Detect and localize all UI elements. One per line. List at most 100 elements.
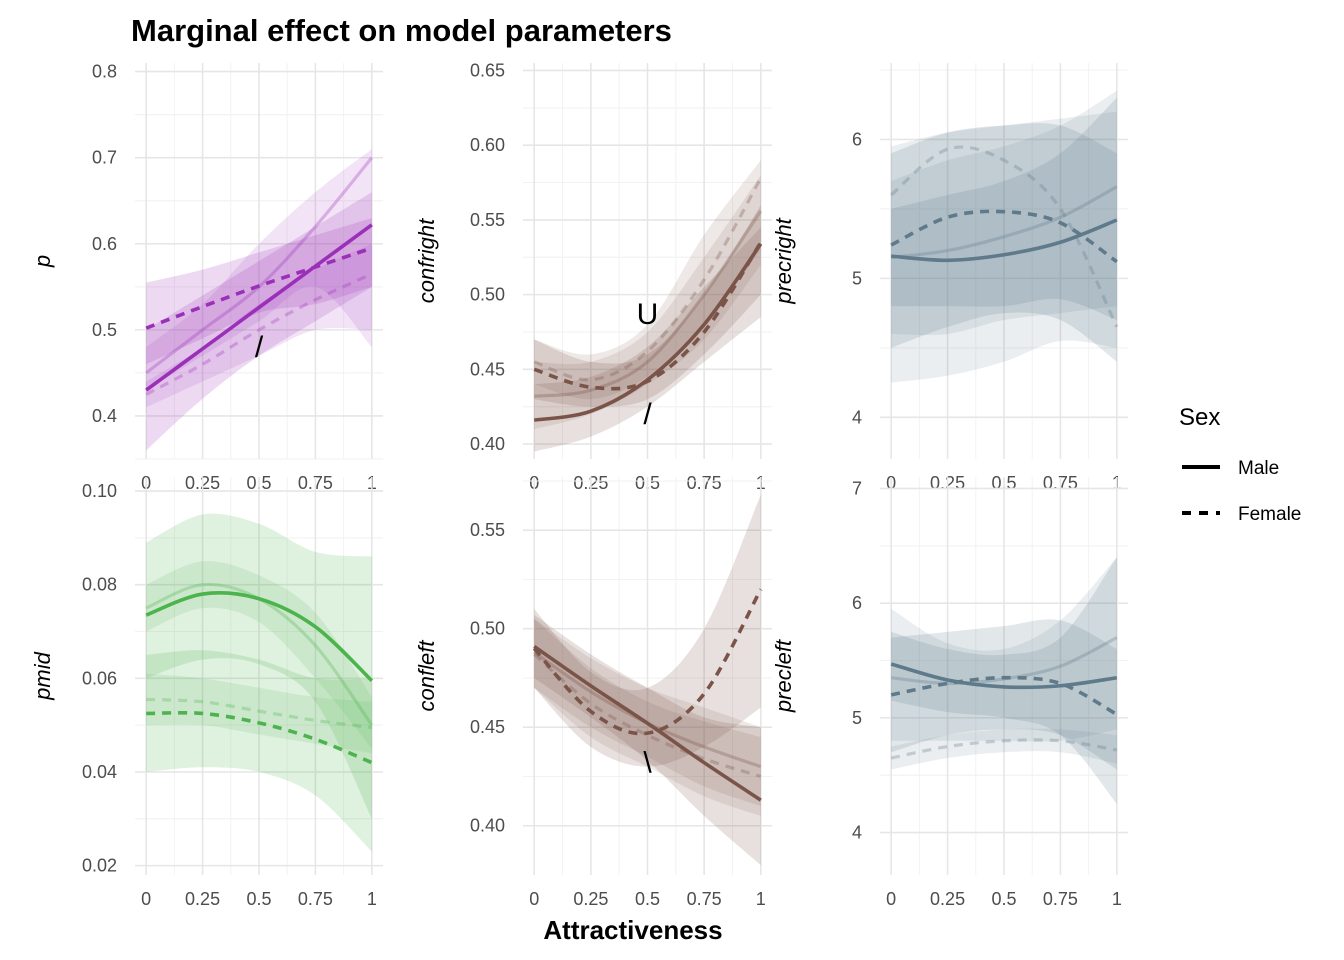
annotation-glyph: / (643, 398, 652, 431)
ribbon-female-strong (146, 650, 372, 852)
x-tick-label: 0.5 (635, 889, 660, 909)
line-female-strong (533, 241, 763, 391)
y-axis-title: confright (414, 218, 439, 303)
ribbon-male-faint (534, 618, 761, 807)
y-tick-label: 0.40 (470, 434, 505, 454)
panel-data (890, 90, 1119, 383)
y-tick-label: 4 (852, 407, 862, 427)
y-tick-label: 0.50 (470, 285, 505, 305)
line-female-faint (146, 697, 373, 730)
panel-confleft: \ 0 0.25 0.5 0.75 1 0.40 0.45 0.50 0.55 confleft (414, 477, 772, 909)
line-male-faint (890, 185, 1118, 260)
ribbon-female-faint (146, 243, 372, 408)
ribbon-male-strong (146, 513, 372, 819)
x-tick-label: 0.25 (185, 889, 220, 909)
y-tick-label: 6 (852, 593, 862, 613)
y-tick-label: 0.08 (82, 575, 117, 595)
line-female-faint (890, 145, 1119, 328)
line-male-faint (534, 210, 763, 398)
x-tick-label: 0.75 (1043, 889, 1078, 909)
line-male-strong (890, 662, 1118, 690)
line-female-strong (145, 246, 373, 330)
legend: Sex Male Female (1179, 404, 1301, 525)
legend-label-male: Male (1238, 458, 1279, 479)
y-tick-label: 0.45 (470, 359, 505, 379)
legend-label-female: Female (1238, 504, 1301, 525)
x-axis-title: Attractiveness (543, 915, 722, 945)
y-tick-label: 0.55 (470, 520, 505, 540)
x-tick-label: 0.75 (687, 889, 722, 909)
annotation-glyph: \ (643, 747, 652, 780)
line-male-strong (533, 644, 762, 802)
x-tick-label: 0.25 (930, 889, 965, 909)
line-female-faint (533, 653, 762, 779)
y-tick-label: 0.65 (470, 60, 505, 80)
ribbon-female-strong (534, 494, 761, 767)
y-tick-label: 0.7 (92, 148, 117, 168)
ribbon-female-strong (891, 123, 1117, 362)
panel-precright: 00.250.50.751456precright (771, 63, 1128, 493)
y-tick-label: 0.4 (92, 406, 117, 426)
ribbon-male-strong (534, 227, 761, 452)
panel-confright: U/00.250.50.7510.400.450.500.550.600.65c… (414, 60, 772, 493)
line-female-faint (145, 272, 373, 396)
line-female-faint (533, 177, 763, 382)
y-tick-label: 0.06 (82, 668, 117, 688)
y-axis-title: precright (771, 217, 796, 304)
line-female-strong (532, 588, 763, 736)
y-tick-label: 0.50 (470, 619, 505, 639)
y-axis-title: precleft (771, 639, 796, 713)
y-tick-label: 5 (852, 708, 862, 728)
x-tick-label: 0.75 (298, 889, 333, 909)
panel-grid: / 0 0.25 0.5 0.75 1 0.4 0.5 0.6 0.7 0.8 p U / 0 0.25 0.5… (30, 60, 1128, 909)
x-tick-label: 0.5 (246, 889, 271, 909)
x-tick-label: 0 (141, 889, 151, 909)
y-tick-label: 0.5 (92, 320, 117, 340)
y-tick-label: 6 (852, 129, 862, 149)
y-tick-label: 7 (852, 478, 862, 498)
ribbon-female-faint (891, 728, 1117, 770)
y-tick-label: 0.55 (470, 210, 505, 230)
annotation-glyph: / (255, 331, 264, 364)
chart-title: Marginal effect on model parameters (131, 13, 672, 48)
panel-data (890, 557, 1118, 804)
panel-data (145, 149, 374, 451)
x-tick-label: 1 (1112, 889, 1122, 909)
ribbon-female-faint (534, 160, 761, 400)
x-tick-label: 0 (886, 889, 896, 909)
ribbon-female-faint (534, 618, 761, 816)
ribbon-male-strong (891, 97, 1117, 321)
ribbon-male-strong (891, 557, 1117, 804)
panel-data (145, 513, 374, 852)
y-axis-title: confleft (414, 640, 439, 712)
line-female-strong (146, 710, 373, 765)
ribbon-male-faint (146, 149, 372, 391)
line-male-strong (891, 218, 1118, 263)
line-female-strong (890, 209, 1118, 264)
panel-data (533, 160, 763, 452)
ribbon-female-strong (146, 217, 372, 365)
ribbon-female-faint (891, 111, 1117, 383)
y-tick-label: 0.60 (470, 135, 505, 155)
y-tick-label: 0.02 (82, 856, 117, 876)
x-tick-label: 1 (756, 889, 766, 909)
y-tick-label: 0.40 (470, 816, 505, 836)
line-male-strong (145, 591, 374, 682)
line-male-strong (145, 223, 373, 392)
y-tick-label: 4 (852, 823, 862, 843)
y-tick-label: 0.10 (82, 481, 117, 501)
y-axis-title: p (30, 255, 55, 268)
annotation-glyph: U (637, 298, 659, 331)
y-tick-label: 0.45 (470, 717, 505, 737)
line-female-strong (890, 675, 1118, 717)
x-tick-label: 1 (367, 889, 377, 909)
panel-precleft: 0 0.25 0.5 0.75 1 4 5 6 7 precleft (771, 477, 1128, 909)
line-female-faint (890, 738, 1118, 760)
panel-data (532, 494, 763, 866)
ribbon-female-strong (534, 204, 761, 407)
panel-pmid: 0 0.25 0.5 0.75 1 0.02 0.04 0.06 0.08 0.10 pmid (30, 477, 383, 909)
y-axis-title: pmid (30, 651, 55, 700)
ribbon-male-faint (891, 557, 1117, 742)
